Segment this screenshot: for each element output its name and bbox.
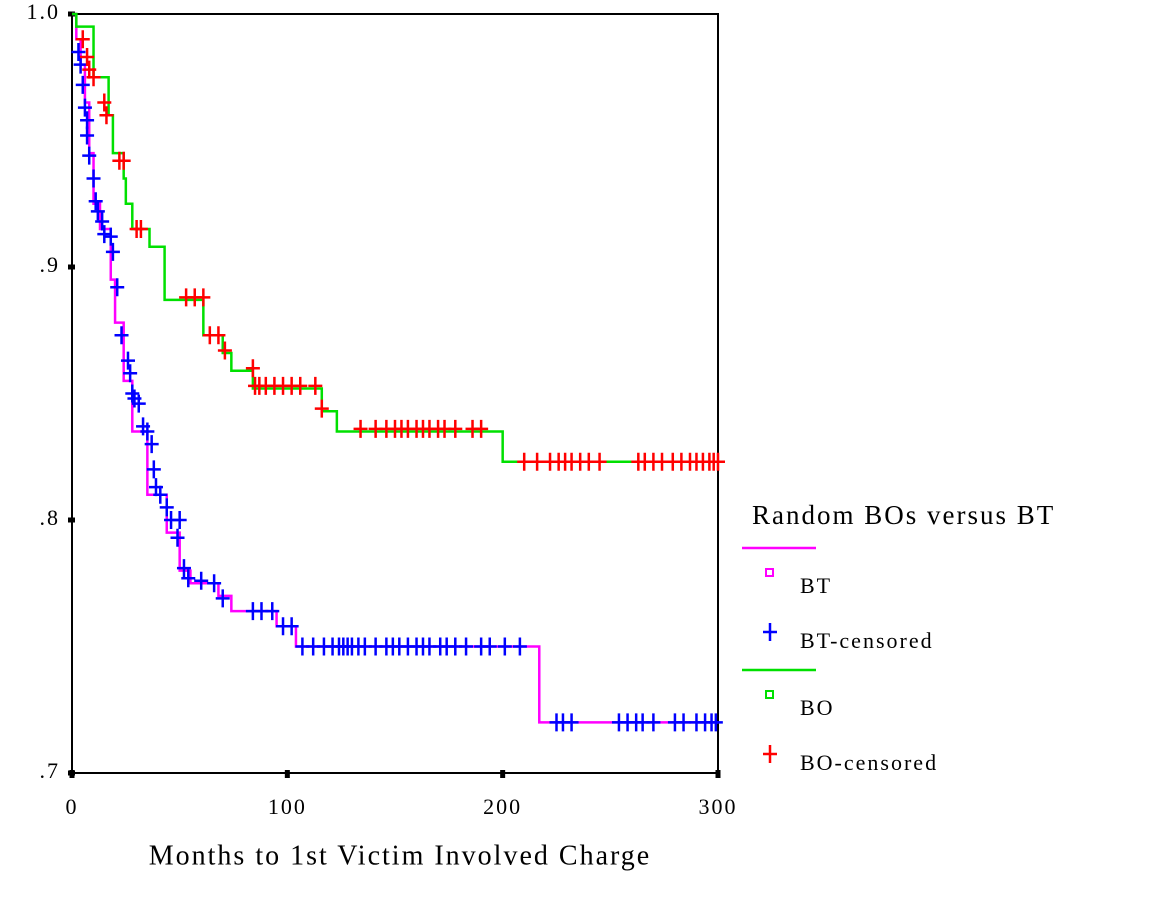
censor-mark	[80, 48, 95, 67]
censor-mark	[110, 278, 125, 297]
censor-mark	[90, 202, 105, 221]
plot-frame	[71, 13, 719, 774]
x-tick-label: 300	[699, 794, 738, 819]
censor-mark	[120, 351, 135, 370]
censor-mark	[293, 376, 308, 395]
censor-mark	[512, 637, 527, 656]
survival-curve	[72, 12, 718, 724]
censor-mark	[95, 212, 110, 231]
censor-mark	[497, 637, 512, 656]
censor-mark	[80, 126, 95, 145]
censor-mark	[88, 192, 103, 211]
censor-mark	[196, 288, 211, 307]
legend-swatch	[765, 690, 774, 699]
censor-mark	[308, 376, 323, 395]
censor-mark	[86, 68, 101, 87]
censor-mark	[97, 225, 112, 244]
survival-curve	[72, 12, 718, 464]
censor-mark	[172, 511, 187, 529]
censor-mark	[530, 452, 545, 471]
legend-label: BT-censored	[800, 628, 934, 653]
x-tick-label: 100	[268, 794, 307, 819]
censor-mark	[80, 111, 95, 130]
censor-mark	[211, 326, 226, 345]
censor-mark	[123, 364, 138, 383]
censor-mark	[82, 146, 97, 165]
censor-mark	[99, 106, 114, 125]
censor-mark	[116, 151, 131, 170]
censor-mark	[131, 394, 146, 413]
y-tick-label: .8	[40, 505, 61, 530]
censor-mark	[140, 422, 155, 441]
censor-mark	[194, 571, 209, 590]
censor-mark	[474, 419, 489, 438]
legend-title: Random BOs versus BT	[752, 500, 1055, 530]
censor-mark	[71, 42, 86, 61]
censor-mark	[245, 359, 260, 378]
censor-mark	[517, 452, 532, 471]
censor-mark	[75, 30, 90, 49]
censor-mark	[708, 713, 723, 732]
censor-mark	[170, 528, 185, 547]
censor-mark	[97, 93, 112, 112]
legend-label: BT	[800, 573, 832, 598]
x-axis-label: Months to 1st Victim Involved Charge	[149, 840, 652, 871]
censor-mark	[153, 485, 168, 504]
censor-mark	[265, 602, 280, 621]
censor-mark	[114, 326, 129, 345]
censor-mark	[207, 574, 222, 593]
censor-mark	[646, 713, 661, 732]
x-tick-label: 200	[483, 794, 522, 819]
censor-mark	[592, 452, 607, 471]
censor-mark	[711, 452, 725, 471]
censor-mark	[103, 227, 118, 246]
censor-mark	[133, 220, 148, 239]
censor-mark	[215, 589, 230, 608]
censor-mark	[459, 637, 474, 656]
legend-label: BO	[800, 695, 835, 720]
censor-mark	[144, 435, 159, 454]
censor-mark	[75, 75, 90, 94]
censor-mark	[314, 399, 329, 418]
legend-symbol	[763, 745, 777, 763]
legend-swatch	[765, 568, 774, 577]
censor-mark	[217, 341, 232, 360]
x-tick-label: 0	[66, 794, 79, 819]
censor-mark	[448, 419, 463, 438]
censor-mark	[284, 617, 299, 636]
censor-mark	[564, 713, 579, 732]
legend-label: BO-censored	[800, 750, 938, 775]
censor-mark	[482, 637, 497, 656]
censor-mark	[676, 713, 691, 732]
y-tick-label: .9	[40, 252, 61, 277]
censor-mark	[77, 98, 92, 117]
censor-mark	[86, 169, 101, 188]
censor-mark	[176, 559, 191, 578]
legend-symbol	[763, 623, 777, 641]
y-tick-label: .7	[40, 758, 61, 783]
censor-mark	[105, 242, 120, 261]
censor-mark	[73, 55, 88, 74]
censor-mark	[146, 460, 161, 479]
censor-mark	[181, 569, 196, 588]
censor-mark	[159, 498, 174, 517]
y-tick-label: 1.0	[27, 0, 61, 24]
censor-mark	[353, 419, 368, 438]
